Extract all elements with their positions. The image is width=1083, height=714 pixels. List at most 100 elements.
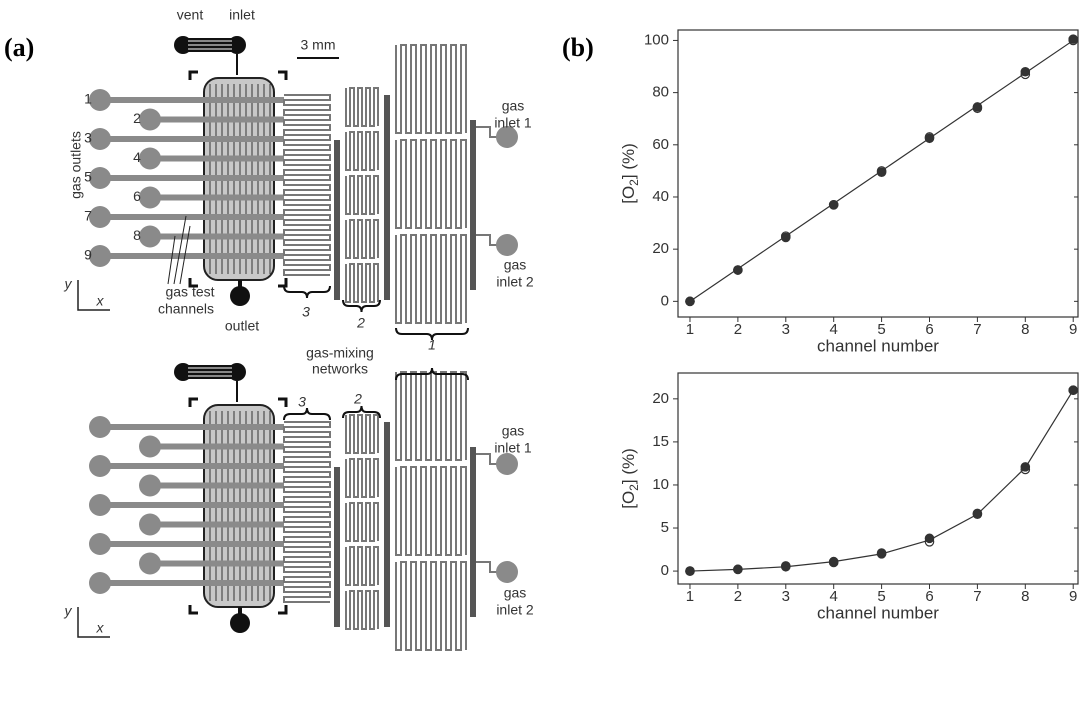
corner-mark bbox=[278, 278, 288, 288]
label: 6 bbox=[133, 188, 141, 204]
x-tick-label: 6 bbox=[925, 321, 933, 338]
x-tick-label: 1 bbox=[686, 321, 694, 338]
label: inlet bbox=[229, 7, 255, 23]
label: 1 bbox=[428, 337, 436, 353]
outlet-port bbox=[89, 206, 111, 228]
inlet-port bbox=[496, 234, 518, 256]
label: inlet 1 bbox=[494, 115, 532, 131]
label: gas outlets bbox=[68, 131, 84, 199]
pointer bbox=[167, 235, 176, 285]
outlet-port bbox=[89, 128, 111, 150]
open-marker bbox=[780, 561, 791, 572]
network-1 bbox=[395, 234, 467, 324]
filled-marker bbox=[1020, 462, 1031, 472]
series-line bbox=[689, 389, 1074, 572]
plot-frame bbox=[677, 29, 1079, 318]
network-1 bbox=[395, 466, 467, 556]
x-axis-label: channel number bbox=[817, 603, 939, 622]
corner-mark bbox=[188, 278, 198, 288]
outlet-port bbox=[139, 474, 161, 497]
x-tick-label: 3 bbox=[782, 588, 790, 605]
open-marker bbox=[876, 166, 887, 176]
y-axis-label-part: 2 bbox=[627, 179, 641, 186]
pointer bbox=[179, 225, 191, 285]
label: 2 bbox=[353, 391, 362, 407]
outlet-port bbox=[139, 147, 161, 170]
label: y bbox=[64, 603, 73, 619]
corner-mark bbox=[188, 605, 198, 615]
y-tick-label: 0 bbox=[661, 292, 669, 309]
label: 1 bbox=[84, 91, 92, 107]
panel-label: (b) bbox=[562, 33, 594, 62]
y-tick-label: 60 bbox=[652, 136, 669, 153]
label: y bbox=[64, 276, 73, 292]
corner-mark bbox=[188, 70, 198, 80]
x-tick-label: 5 bbox=[877, 321, 885, 338]
panel-label: (a) bbox=[4, 33, 34, 62]
outlet-port bbox=[89, 245, 111, 267]
manifold bbox=[334, 140, 340, 300]
outlet-port bbox=[89, 416, 111, 438]
label: 4 bbox=[133, 149, 141, 165]
port bbox=[228, 363, 246, 381]
manifold bbox=[470, 120, 476, 290]
y-axis-label-part: 2 bbox=[627, 484, 641, 491]
label: gas bbox=[504, 585, 527, 601]
label: 3 bbox=[298, 394, 306, 410]
label: 5 bbox=[84, 169, 92, 185]
y-axis-label-part: ] (%) bbox=[619, 143, 638, 179]
inlet-port bbox=[496, 453, 518, 475]
axis-arrow bbox=[77, 607, 110, 638]
manifold bbox=[470, 447, 476, 617]
label: 9 bbox=[84, 247, 92, 263]
label: 8 bbox=[133, 227, 141, 243]
label: 3 mm bbox=[301, 37, 336, 53]
y-axis-label-part: [O bbox=[619, 186, 638, 204]
manifold bbox=[384, 422, 390, 627]
brace bbox=[283, 407, 331, 421]
corner-mark bbox=[278, 397, 288, 407]
corner-mark bbox=[278, 70, 288, 80]
label: 2 bbox=[356, 315, 365, 331]
label: channels bbox=[158, 301, 214, 317]
open-marker bbox=[780, 231, 791, 241]
corner-mark bbox=[278, 605, 288, 615]
x-tick-label: 3 bbox=[782, 321, 790, 338]
outlet-port bbox=[139, 513, 161, 536]
brace bbox=[395, 367, 469, 381]
inlet-port bbox=[496, 126, 518, 148]
open-marker bbox=[828, 557, 839, 568]
x-tick-label: 1 bbox=[686, 588, 694, 605]
pointer bbox=[173, 215, 187, 285]
y-tick-label: 20 bbox=[652, 240, 669, 257]
open-marker bbox=[685, 566, 695, 576]
open-marker bbox=[924, 536, 935, 547]
network-2 bbox=[345, 458, 379, 498]
plot-frame bbox=[677, 372, 1079, 585]
network-2 bbox=[345, 175, 379, 215]
manifold bbox=[384, 95, 390, 300]
outlet-port bbox=[89, 572, 111, 594]
network-3 bbox=[283, 421, 331, 603]
network-2 bbox=[345, 263, 379, 303]
y-axis-label-part: [O bbox=[619, 491, 638, 509]
outlet-port bbox=[89, 89, 111, 111]
x-axis-label: channel number bbox=[817, 336, 939, 355]
open-marker bbox=[972, 509, 983, 520]
outlet-port bbox=[89, 167, 111, 189]
open-marker bbox=[733, 265, 743, 275]
outlet-port bbox=[139, 225, 161, 248]
label: gas test bbox=[165, 284, 214, 300]
outlet-port bbox=[89, 455, 111, 477]
brace bbox=[283, 285, 331, 299]
corner-mark bbox=[188, 397, 198, 407]
x-tick-label: 8 bbox=[1021, 321, 1029, 338]
network-1 bbox=[395, 44, 467, 134]
network-2 bbox=[345, 590, 379, 630]
port bbox=[174, 363, 192, 381]
network-1 bbox=[395, 371, 467, 461]
x-tick-label: 7 bbox=[973, 321, 981, 338]
label: outlet bbox=[225, 318, 259, 334]
network-2 bbox=[345, 219, 379, 259]
